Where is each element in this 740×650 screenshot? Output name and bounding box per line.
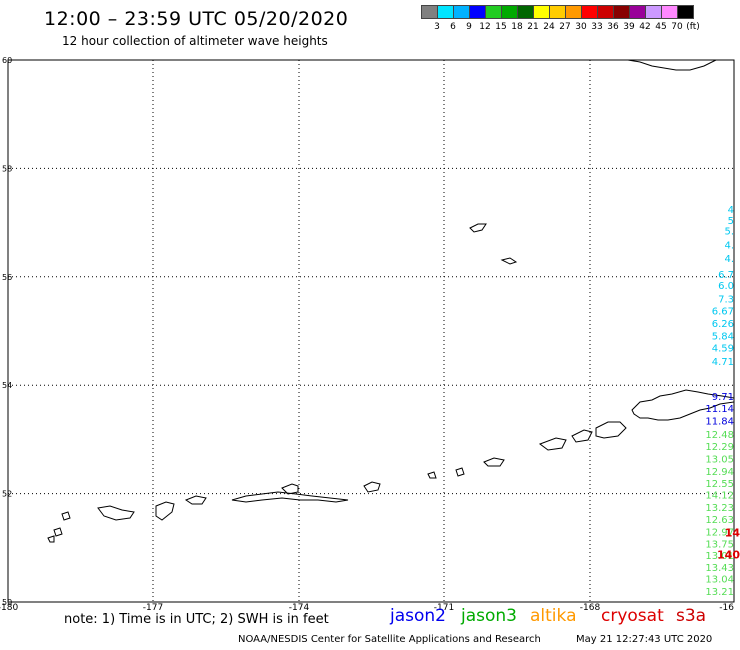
legend-cryosat: cryosat bbox=[601, 606, 664, 626]
island-attu bbox=[98, 506, 134, 520]
swh-value: 4.59 bbox=[712, 343, 734, 354]
credit-line: NOAA/NESDIS Center for Satellite Applica… bbox=[238, 634, 541, 645]
island-kiska bbox=[156, 502, 174, 520]
swh-value: 140 bbox=[717, 548, 740, 561]
swh-value: 11.84 bbox=[705, 416, 734, 427]
swh-value: 14.12 bbox=[705, 491, 734, 502]
lat-label: 58 bbox=[2, 164, 12, 173]
island-near-3 bbox=[48, 536, 54, 542]
island-umnak bbox=[572, 430, 592, 442]
lon-label: -16 bbox=[719, 603, 734, 613]
island-seguam bbox=[428, 472, 436, 478]
map-frame bbox=[8, 60, 734, 602]
island-adak bbox=[364, 482, 380, 492]
swh-value: 13.43 bbox=[705, 563, 734, 574]
swh-value: 13.21 bbox=[705, 587, 734, 598]
lon-label: -168 bbox=[580, 603, 601, 613]
coastline bbox=[48, 60, 734, 542]
swh-value: 12.94 bbox=[705, 467, 734, 478]
footer-note: note: 1) Time is in UTC; 2) SWH is in fe… bbox=[64, 612, 329, 627]
mainland-north bbox=[628, 60, 716, 70]
swh-value: 4 bbox=[728, 205, 734, 216]
swh-value: 13.23 bbox=[705, 503, 734, 514]
swh-value: 4.71 bbox=[712, 357, 734, 368]
swh-value: 5. bbox=[724, 227, 734, 238]
legend-s3a: s3a bbox=[676, 606, 706, 626]
swh-value: 4. bbox=[724, 240, 734, 251]
swh-value: 12.48 bbox=[705, 430, 734, 441]
swh-value: 4. bbox=[724, 254, 734, 265]
swh-value: 5.84 bbox=[712, 331, 734, 342]
island-st-george bbox=[502, 258, 516, 264]
lat-label: 52 bbox=[2, 490, 12, 499]
lat-label: 60 bbox=[2, 56, 12, 65]
lat-label: 54 bbox=[2, 381, 12, 390]
graticule bbox=[8, 60, 734, 602]
legend-altika: altika bbox=[530, 606, 577, 626]
island-chain-central bbox=[232, 492, 348, 502]
swh-value: 12.63 bbox=[705, 515, 734, 526]
island-near-1 bbox=[62, 512, 70, 520]
swh-value: 12.29 bbox=[705, 442, 734, 453]
legend-jason2: jason2 bbox=[390, 606, 446, 626]
swh-value: 6.0 bbox=[718, 281, 734, 292]
island-amlia bbox=[456, 468, 464, 476]
swh-value: 6.67 bbox=[712, 306, 734, 317]
island-st-paul bbox=[470, 224, 486, 232]
island-unalaska bbox=[596, 422, 626, 438]
island-islands-of-four-mountains bbox=[540, 438, 566, 450]
swh-observations: 455. 4. 4. 6.76.0 7.36.67 6.265.844.59 4.71 9.7… bbox=[705, 205, 740, 598]
swh-value: 6.7 bbox=[718, 270, 734, 281]
legend-jason3: jason3 bbox=[461, 606, 517, 626]
swh-value: 6.26 bbox=[712, 319, 734, 330]
swh-value: 12.55 bbox=[705, 479, 734, 490]
credit-timestamp: May 21 12:27:43 UTC 2020 bbox=[576, 634, 712, 645]
swh-value: 13.05 bbox=[705, 454, 734, 465]
swh-value: 5 bbox=[728, 216, 734, 227]
lon-label: -180 bbox=[0, 603, 18, 613]
swh-value: 7.3 bbox=[718, 294, 734, 305]
swh-value: 11.14 bbox=[705, 404, 734, 415]
island-amchitka bbox=[186, 496, 206, 504]
island-atka bbox=[484, 458, 504, 466]
swh-value: 9.71 bbox=[712, 392, 734, 403]
lat-label: 56 bbox=[2, 273, 12, 282]
swh-value: 13.04 bbox=[705, 575, 734, 586]
swh-value: 14 bbox=[725, 527, 740, 540]
island-near-2 bbox=[54, 528, 62, 536]
